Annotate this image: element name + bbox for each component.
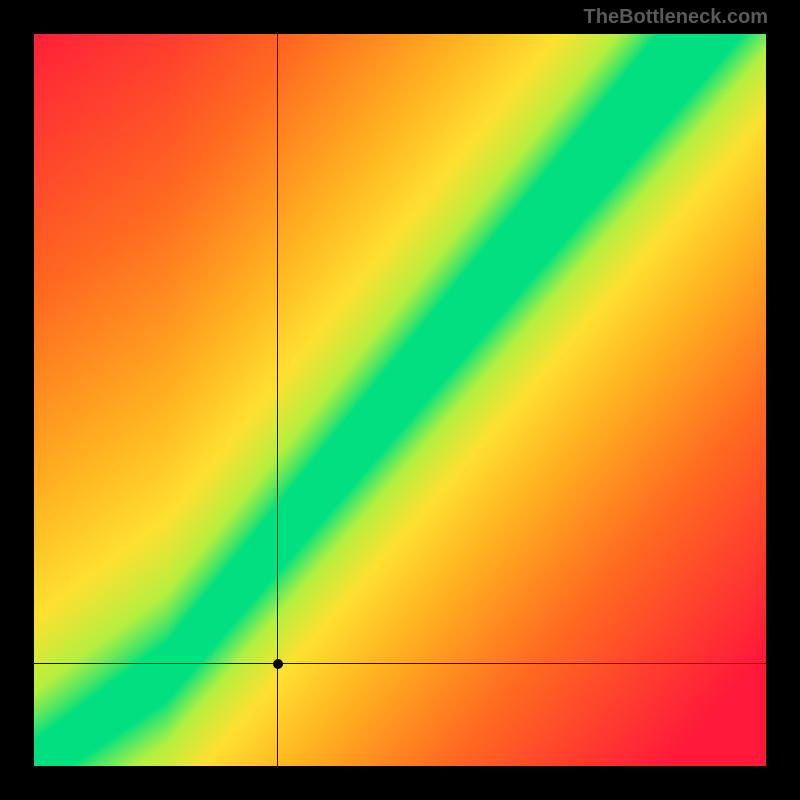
crosshair-marker bbox=[273, 659, 283, 669]
bottleneck-heatmap bbox=[34, 34, 766, 766]
crosshair-vertical bbox=[277, 34, 278, 766]
watermark-text: TheBottleneck.com bbox=[584, 6, 768, 29]
crosshair-horizontal bbox=[34, 663, 766, 664]
